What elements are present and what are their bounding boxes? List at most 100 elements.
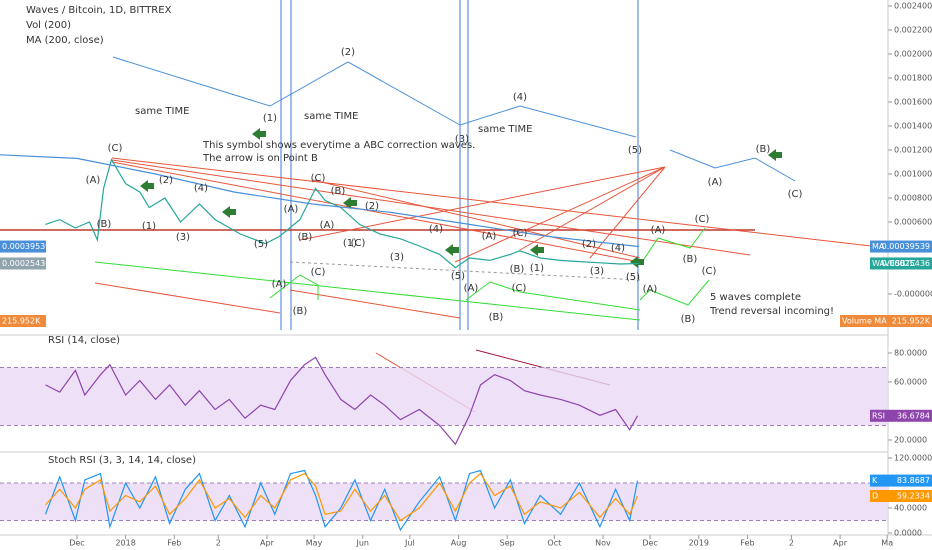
price-tag-name: RSI <box>872 411 885 420</box>
annotation: (3) <box>390 252 404 263</box>
y-tick-label: 80.0000 <box>894 348 927 357</box>
annotation: (5) <box>254 239 268 250</box>
x-tick-label: 2 <box>216 539 221 548</box>
x-tick-label: 2 <box>789 539 794 548</box>
annotation: (1) <box>343 238 357 249</box>
price-tag-name: MA <box>872 242 885 251</box>
price-tag <box>870 489 932 502</box>
annotation: (C) <box>702 266 717 277</box>
annotation: (2) <box>365 201 379 212</box>
price-tag-value: 0.00025436 <box>882 259 930 268</box>
annotation: (B) <box>683 254 698 265</box>
annotation: (2) <box>582 239 596 250</box>
x-tick-label: 2019 <box>689 539 709 548</box>
annotation: (5) <box>451 271 465 282</box>
annotation: (A) <box>708 177 723 188</box>
price-tag <box>870 257 932 270</box>
price-tag <box>870 474 932 487</box>
annotation: (B) <box>298 232 313 243</box>
band <box>0 367 888 426</box>
price-tag-value: 0.00039539 <box>882 242 930 251</box>
y-tick-label: 0.00200000 <box>894 50 932 59</box>
annotation: (3) <box>176 232 190 243</box>
annotation: (A) <box>272 279 287 290</box>
annotation: (B) <box>331 186 346 197</box>
x-tick-label: Jul <box>404 539 415 548</box>
annotation: (A) <box>643 284 658 295</box>
price-tag-value: 36.6784 <box>897 411 930 420</box>
annotation: (1) <box>530 263 544 274</box>
left-tag-value: 0.00039539 <box>2 242 50 251</box>
annotation: (4) <box>194 183 208 194</box>
left-tag <box>0 240 46 253</box>
annotation: (B) <box>681 314 696 325</box>
annotation: (C) <box>788 189 803 200</box>
annotation: (1) <box>142 221 156 232</box>
annotation: same TIME <box>478 124 532 135</box>
indicator-label: Vol (200) <box>26 20 71 31</box>
y-tick-label: 0.00100000 <box>894 170 932 179</box>
x-tick-label: Dec <box>642 539 657 548</box>
annotation: (A) <box>482 231 497 242</box>
x-tick-label: Sep <box>500 539 515 548</box>
annotation: same TIME <box>304 111 358 122</box>
indicator-label: Stoch RSI (3, 3, 14, 14, close) <box>48 455 196 466</box>
annotation: (B) <box>293 306 308 317</box>
arrow-icons <box>140 128 782 268</box>
annotation: (A) <box>464 283 479 294</box>
annotation: (C) <box>108 143 123 154</box>
x-tick-label: Ma <box>881 539 893 548</box>
x-tick-label: Nov <box>595 539 611 548</box>
y-tick-label: 0.00160000 <box>894 98 932 107</box>
annotation: (3) <box>590 266 604 277</box>
x-tick-label: 2018 <box>115 539 135 548</box>
y-tick-label: 0.00080000 <box>894 194 932 203</box>
y-tick-label: 60.0000 <box>894 377 927 386</box>
annotation: (2) <box>159 175 173 186</box>
annotation: (4) <box>513 92 527 103</box>
annotation: (A) <box>651 225 666 236</box>
annotation: (A) <box>284 204 299 215</box>
annotation: (3) <box>455 134 469 145</box>
price-tag-value: 83.8687 <box>897 476 930 485</box>
chart-title: Waves / Bitcoin, 1D, BITTREX <box>26 5 172 16</box>
annotation: (C) <box>311 267 326 278</box>
series-line <box>45 158 640 269</box>
annotation: (C) <box>512 283 527 294</box>
annotation: (C) <box>513 228 528 239</box>
annotation: (1) <box>263 113 277 124</box>
annotation: (A) <box>320 220 335 231</box>
annotation: (C) <box>351 238 366 249</box>
x-tick-label: Apr <box>833 539 848 548</box>
x-tick-label: Oct <box>547 539 561 548</box>
y-tick-label: 20.0000 <box>894 435 927 444</box>
price-tag-name: D <box>872 491 878 500</box>
annotation: (B) <box>510 264 525 275</box>
annotation: (B) <box>489 312 504 323</box>
series-line <box>45 356 639 446</box>
x-tick-label: Feb <box>167 539 181 548</box>
y-tick-label: 40.0000 <box>894 504 927 513</box>
series-line <box>45 472 639 522</box>
x-tick-label: Jun <box>355 539 369 548</box>
annotation: (5) <box>626 272 640 283</box>
x-tick-label: Aug <box>451 539 467 548</box>
y-tick-label: 0.0000 <box>894 529 922 538</box>
series-line <box>0 154 640 248</box>
x-tick-label: Dec <box>69 539 84 548</box>
left-tag <box>0 315 46 327</box>
y-tick-label: 0.00120000 <box>894 146 932 155</box>
annotation: (2) <box>341 47 355 58</box>
x-tick-label: Feb <box>740 539 754 548</box>
y-tick-label: 0.00220000 <box>894 26 932 35</box>
annotation: 5 waves complete <box>710 292 801 303</box>
price-tag-name: Volume MA <box>842 317 887 326</box>
x-tick-label: Apr <box>260 539 275 548</box>
y-tick-label: 120.0000 <box>894 454 932 463</box>
y-tick-label: 0.00180000 <box>894 74 932 83</box>
left-tag-value: 215.952K <box>2 317 41 326</box>
price-tag <box>870 240 932 253</box>
annotation: (5) <box>628 145 642 156</box>
annotation: (A) <box>86 175 101 186</box>
